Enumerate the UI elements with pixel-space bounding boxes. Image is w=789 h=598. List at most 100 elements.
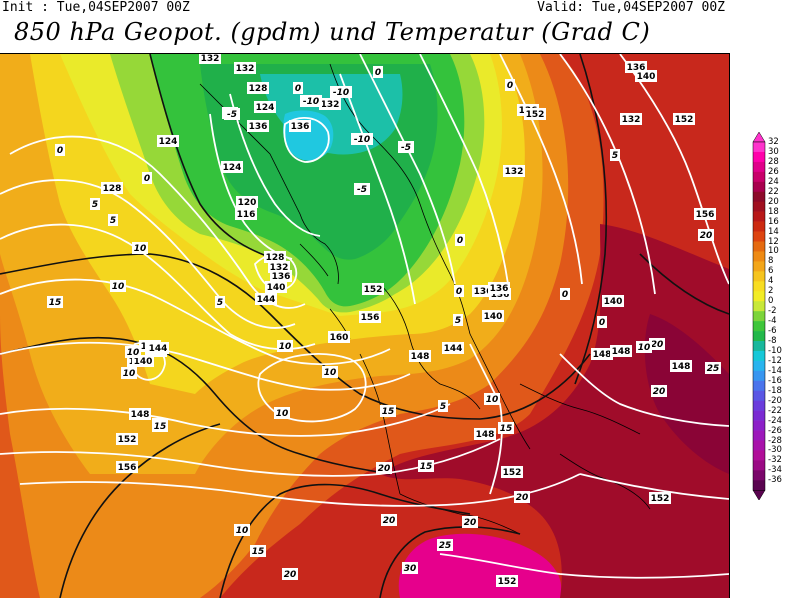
colorbar-swatch <box>753 142 765 153</box>
temp-band-25-med <box>644 314 729 474</box>
colorbar-label: 22 <box>768 186 779 197</box>
colorbar-label: 8 <box>768 256 774 267</box>
temperature-label: 10 <box>638 343 651 353</box>
temperature-label: 10 <box>276 409 289 419</box>
temperature-label-bg <box>698 229 714 241</box>
geopotential-label: 152 <box>503 468 522 478</box>
temperature-label: 10 <box>123 369 136 379</box>
temperature-label: 20 <box>284 570 297 580</box>
colorbar-label: -36 <box>768 475 782 486</box>
temperature-label-bg <box>330 86 352 98</box>
colorbar-label: 28 <box>768 156 779 167</box>
temperature-label-bg <box>224 108 240 120</box>
geopotential-label-bg <box>157 135 179 147</box>
temperature-label-bg <box>597 316 607 328</box>
temperature-label-bg <box>300 95 322 107</box>
geopotential-label: 116 <box>237 210 256 220</box>
temperature-label-bg <box>234 524 250 536</box>
geopotential-label-bg <box>409 350 431 362</box>
colorbar-label: -14 <box>768 365 782 376</box>
geopotential-label-bg <box>496 575 518 587</box>
temperature-label: 10 <box>324 368 337 378</box>
colorbar-swatch <box>753 301 765 312</box>
colorbar-swatch <box>753 261 765 272</box>
colorbar-swatch <box>753 171 765 183</box>
colorbar-label: 32 <box>768 137 779 147</box>
geopotential-label-bg <box>501 466 523 478</box>
temperature-label: 30 <box>404 564 417 574</box>
colorbar-swatch <box>753 480 765 491</box>
temperature-label-bg <box>453 314 463 326</box>
geopotential-label: 120 <box>238 198 257 208</box>
colorbar-swatch <box>753 430 765 441</box>
temperature-labels: -5-10-10-10-5-500050-5000510105101510101… <box>47 66 721 580</box>
geopotential-label: 132 <box>201 54 220 64</box>
geopotential-label-bg <box>199 54 221 64</box>
geopotential-label-bg <box>602 295 624 307</box>
temperature-label-bg <box>381 514 397 526</box>
colorbar-label: 24 <box>768 176 779 187</box>
colorbar-label: -24 <box>768 415 782 426</box>
temperature-label: 15 <box>382 407 395 417</box>
geopotential-label-bg <box>649 492 671 504</box>
temperature-label-bg <box>462 516 478 528</box>
geopotential-label: 132 <box>505 167 524 177</box>
colorbar-label: 26 <box>768 166 779 177</box>
colorbar-swatch <box>753 420 765 431</box>
colorbar-label: 18 <box>768 206 779 217</box>
colorbar-label: 30 <box>768 146 779 157</box>
geopotential-label-bg <box>236 196 258 208</box>
temperature-label-bg <box>293 82 303 94</box>
geopotential-label: 140 <box>637 72 656 82</box>
temperature-label-bg <box>132 242 148 254</box>
geopotential-label-bg <box>694 208 716 220</box>
geopotential-label: 148 <box>593 350 612 360</box>
geopotential-label-bg <box>503 165 525 177</box>
colorbar-label: 2 <box>768 286 774 297</box>
geopotential-label-bg <box>221 161 243 173</box>
colorbar-label: -22 <box>768 405 782 416</box>
colorbar-swatch <box>753 440 765 451</box>
temperature-label: 25 <box>439 541 452 551</box>
temperature-label: 0 <box>562 290 568 300</box>
colorbar-swatch <box>753 331 765 342</box>
geopotential-label: 144 <box>149 344 168 354</box>
geopotential-label: 152 <box>526 110 545 120</box>
geopotential-label: 156 <box>118 463 137 473</box>
temperature-label: -10 <box>303 97 319 107</box>
geopotential-label-bg <box>101 182 123 194</box>
colorbar-swatch <box>753 181 765 193</box>
colorbar-label: -10 <box>768 345 782 356</box>
temperature-label: 0 <box>375 68 381 78</box>
colorbar-label: 20 <box>768 196 779 207</box>
geopotential-label-bg <box>610 345 632 357</box>
temperature-label-bg <box>649 338 665 350</box>
temperature-label-bg <box>90 198 100 210</box>
geopotential-label-bg <box>328 331 350 343</box>
geopotential-label: 148 <box>476 430 495 440</box>
colorbar-swatch <box>753 350 765 362</box>
temperature-label: 0 <box>507 81 513 91</box>
geopotential-label: 136 <box>474 287 493 297</box>
colorbar-swatch <box>753 191 765 202</box>
temperature-label: 0 <box>457 236 463 246</box>
geopotential-label: 124 <box>223 163 242 173</box>
temperature-label: 10 <box>236 526 249 536</box>
colorbar-swatch <box>753 321 765 332</box>
geopotential-label: 156 <box>361 313 380 323</box>
temperature-label: -5 <box>227 110 237 120</box>
temperature-label: 5 <box>612 151 618 161</box>
geopotential-label: 152 <box>675 115 694 125</box>
temperature-label: 15 <box>500 424 513 434</box>
colorbar-label: 16 <box>768 216 779 227</box>
temperature-label-bg <box>373 66 383 78</box>
geopotential-label: 132 <box>622 115 641 125</box>
temperature-label: -5 <box>401 143 411 153</box>
colorbar-label: 0 <box>768 296 774 307</box>
temperature-label-bg <box>376 462 392 474</box>
geopotential-label: 132 <box>236 64 255 74</box>
temperature-label: 20 <box>700 231 713 241</box>
geopotential-label: 148 <box>672 362 691 372</box>
temperature-label-bg <box>651 385 667 397</box>
colorbar-swatch <box>753 281 765 292</box>
